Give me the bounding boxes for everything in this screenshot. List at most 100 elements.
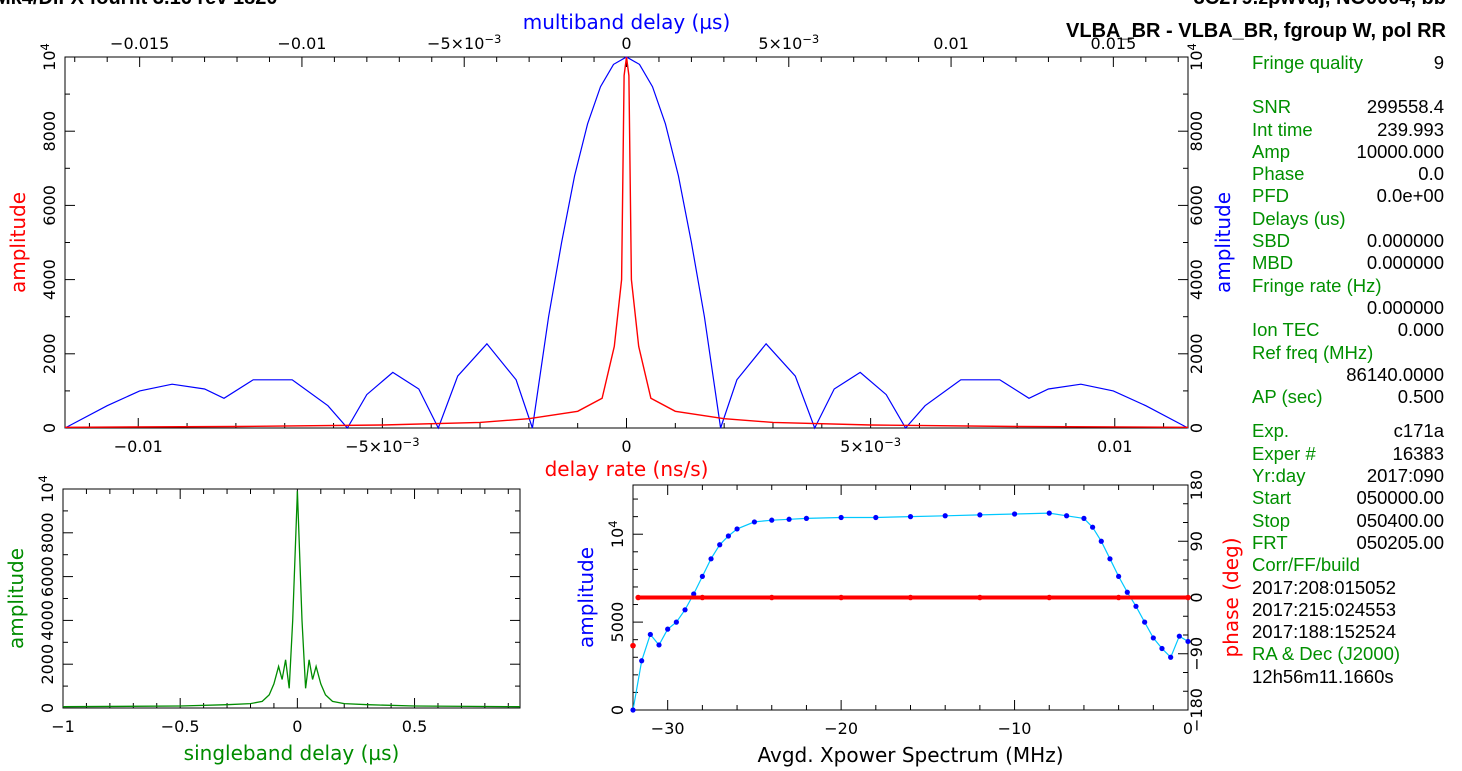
amplitude-spectrum-point [717,542,723,548]
x-tick-label: 0.01 [1097,437,1133,456]
amplitude-spectrum-point [708,556,714,562]
sb-series [63,491,520,708]
amp-row: Amp 10000.000 [1252,141,1444,163]
exp-row: Exp. c171a [1252,420,1444,442]
sbd-value: 0.000000 [1366,230,1444,252]
y2-tick-label: 0 [1187,423,1206,433]
y2-tick-label: 8000 [1187,111,1206,152]
amplitude-spectrum-point [907,514,914,520]
mbd-value: 0.000000 [1366,252,1444,274]
amplitude-spectrum-point [977,512,983,518]
pfd-label: PFD [1252,185,1289,207]
sb-y-tick-label: 6000 [38,556,57,597]
phase-label: Phase [1252,163,1305,185]
ion-tec-row: Ion TEC 0.000 [1252,319,1444,341]
amplitude-spectrum-point [725,533,731,539]
xp-y-tick-label: 0 [608,705,627,715]
y2-axis-label: amplitude [1211,192,1235,293]
amplitude-spectrum-point [630,707,636,713]
top-frame [64,56,1189,429]
sb-x-tick-label: −1 [51,717,75,736]
y-tick-label: 2000 [40,333,59,374]
sb-x-tick-label: 0.5 [402,717,427,736]
amplitude-spectrum-point [1098,538,1104,544]
mbd-row: MBD 0.000000 [1252,252,1444,274]
y-tick-label: 4000 [40,259,59,300]
exper-num-label: Exper # [1252,442,1316,464]
sb-x-tick-label: −0.5 [161,717,200,736]
corr-heading: Corr/FF/build [1252,554,1360,576]
right-title: 3C279.zpwvdj, NO0004, bb [996,0,1446,9]
x-axis-label: delay rate (ns/s) [545,457,709,481]
baseline-line: VLBA_BR - VLBA_BR, fgroup W, pol RR [1066,20,1446,42]
xp-y2-tick-label: 0 [1187,592,1206,602]
x-tick-label: −0.01 [114,437,163,456]
amplitude-spectrum-point [656,642,662,648]
frt-label: FRT [1252,531,1288,553]
fringe-rate-value: 0.000000 [1366,296,1444,318]
corr-line-1: 2017:208:015052 [1252,576,1397,598]
snr-value: 299558.4 [1366,96,1444,118]
stop-value: 050400.00 [1356,509,1444,531]
x2-tick-label: −0.01 [277,34,326,53]
xp-series [630,510,1191,713]
xp-y2-axis-label: phase (deg) [1219,537,1243,657]
x-tick-label: 5×10−3 [840,435,901,456]
y-tick-label: 0 [40,423,59,433]
start-row: Start 050000.00 [1252,487,1444,509]
sbd-row: SBD 0.000000 [1252,230,1444,252]
amplitude-spectrum-point [942,513,948,519]
amplitude-spectrum-point [1159,645,1165,652]
amplitude-spectrum-point [673,619,679,625]
singleband-panel: −1 −0.5 0 0.5 0 2000 4000 6000 8000 104 singleband… [4,475,521,765]
int-time-row: Int time 239.993 [1252,119,1444,141]
sb-y-axis-label: amplitude [4,548,28,649]
sb-frame [62,488,521,709]
xp-x-tick-label: 0 [1183,719,1193,738]
delays-heading: Delays (us) [1252,207,1346,229]
frt-row: FRT 050205.00 [1252,532,1444,554]
yr-day-label: Yr:day [1252,465,1306,487]
x2-tick-label: −5×10−3 [427,32,501,53]
stop-row: Stop 050400.00 [1252,510,1444,532]
amplitude-spectrum-point [838,514,844,521]
sb-y-tick-label: 104 [36,475,57,503]
sb-y-tick-label: 2000 [38,644,57,685]
ion-tec-value: 0.000 [1397,319,1444,341]
y-tick-label: 6000 [40,185,59,226]
y2-tick-label: 6000 [1187,185,1206,226]
amplitude-spectrum-point [1011,511,1018,517]
x2-axis-label: multiband delay (µs) [523,10,731,34]
y-tick-label: 104 [38,43,59,71]
top-panel: −0.01 −5×10−3 0 5×10−3 0.01 −0.015 −0.01 −5×10−… [6,10,1235,481]
sb-y-tick-label: 8000 [38,512,57,553]
amplitude-spectrum-point [1124,589,1130,595]
amplitude-spectrum-point [1150,635,1156,641]
xp-y-axis-label: amplitude [574,547,598,648]
exp-value: c171a [1393,420,1444,442]
xp-y-tick-label: 5000 [608,602,627,643]
ref-freq-heading: Ref freq (MHz) [1252,341,1374,363]
corr-line-2: 2017:215:024553 [1252,598,1397,620]
amplitude-spectrum-point [639,658,645,664]
ap-label: AP (sec) [1252,386,1323,408]
int-time-value: 239.993 [1377,118,1444,140]
sb-x-axis-label: singleband delay (µs) [184,741,400,765]
amplitude-spectrum-point [1081,515,1087,521]
amplitude-spectrum-point [1142,619,1148,625]
amplitude-spectrum-point [1185,638,1191,645]
singleband-amplitude-line [63,491,520,708]
amplitude-spectrum-point [1107,556,1113,562]
amp-label: Amp [1252,140,1291,162]
yr-day-value: 2017:090 [1366,465,1444,487]
x-tick-label: 0 [621,437,631,456]
amplitude-spectrum-point [734,526,740,532]
exp-label: Exp. [1252,420,1290,442]
x2-tick-label: 5×10−3 [758,32,819,53]
exper-num-row: Exper # 16383 [1252,443,1444,465]
amplitude-spectrum-point [769,517,775,523]
amplitude-spectrum-point [1176,633,1182,639]
amp-value: 10000.000 [1356,140,1444,162]
amplitude-spectrum-point [691,591,697,597]
